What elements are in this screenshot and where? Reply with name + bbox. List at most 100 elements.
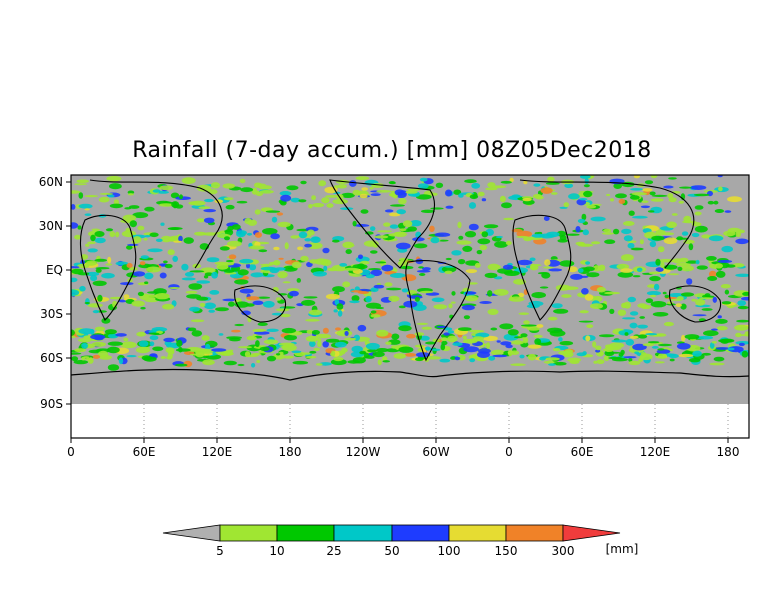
rainfall-cell: [77, 225, 82, 230]
rainfall-cell: [738, 342, 745, 347]
rainfall-cell: [384, 282, 393, 287]
rainfall-cell: [583, 184, 590, 188]
rainfall-cell: [683, 215, 692, 223]
rainfall-cell: [697, 335, 714, 340]
rainfall-cell: [445, 189, 453, 197]
rainfall-cell: [458, 193, 464, 198]
rainfall-cell: [375, 261, 387, 264]
rainfall-cell: [553, 361, 567, 366]
rainfall-cell: [224, 236, 230, 241]
lat-label-60n: 60N: [39, 175, 63, 189]
lat-tick-marks: [66, 181, 71, 405]
rainfall-cell: [292, 360, 309, 365]
rainfall-cell: [640, 205, 651, 209]
rainfall-cell: [196, 184, 212, 192]
rainfall-cell: [365, 295, 372, 303]
rainfall-cell: [106, 175, 122, 182]
rainfall-cell: [430, 236, 440, 244]
rainfall-cell: [144, 272, 154, 280]
rainfall-cell: [618, 352, 624, 357]
rainfall-cell: [97, 294, 103, 302]
rainfall-cell: [675, 237, 689, 240]
rainfall-cell: [393, 353, 406, 359]
rainfall-cell: [225, 204, 235, 210]
rainfall-cell: [453, 189, 462, 195]
rainfall-cell: [308, 309, 322, 316]
rainfall-cell: [314, 258, 329, 265]
rainfall-cell: [648, 271, 661, 275]
rainfall-cell: [160, 235, 172, 243]
rainfall-cell: [325, 338, 340, 343]
rainfall-cell: [98, 196, 110, 203]
rainfall-cell: [584, 294, 594, 301]
rainfall-cell: [289, 290, 299, 297]
rainfall-cell: [284, 334, 297, 341]
rainfall-cell: [681, 334, 686, 342]
rainfall-cell: [209, 290, 220, 295]
rainfall-cell: [385, 341, 392, 345]
rainfall-cell: [259, 190, 274, 194]
rainfall-cell: [154, 293, 170, 300]
rainfall-cell: [373, 284, 385, 289]
rainfall-cell: [715, 318, 728, 324]
rainfall-cell: [487, 290, 493, 297]
rainfall-cell: [477, 351, 490, 358]
rainfall-cell: [701, 234, 711, 239]
rainfall-cell: [465, 269, 478, 274]
lon-label-0-repeat: 0: [505, 445, 513, 459]
rainfall-cell: [290, 197, 301, 203]
rainfall-cell: [622, 317, 636, 320]
rainfall-cell: [352, 357, 366, 364]
rainfall-cell: [300, 255, 309, 262]
rainfall-cell: [415, 194, 432, 200]
continent-outlines: [79, 179, 722, 362]
rainfall-cell: [132, 236, 142, 244]
rainfall-cell: [652, 312, 669, 317]
rainfall-cell: [663, 321, 674, 327]
rainfall-cell: [99, 192, 114, 195]
rainfall-cell: [487, 308, 499, 315]
rainfall-cell: [183, 237, 194, 244]
rainfall-cell: [286, 185, 299, 191]
rainfall-cell: [623, 235, 633, 242]
rainfall-cell: [420, 335, 430, 341]
rainfall-cell: [152, 189, 161, 193]
rainfall-cell: [312, 203, 325, 208]
rainfall-cell: [539, 356, 546, 361]
rainfall-cell: [317, 340, 322, 348]
rainfall-cell: [646, 291, 662, 296]
rainfall-cell: [706, 256, 717, 261]
lat-label-30s: 30S: [40, 307, 63, 321]
rainfall-cell: [715, 270, 726, 278]
rainfall-cell: [631, 192, 647, 196]
rainfall-cell: [738, 334, 749, 337]
rainfall-cell: [276, 353, 281, 356]
lon-label-180: 180: [279, 445, 302, 459]
rainfall-cell: [341, 347, 348, 353]
rainfall-cell: [307, 242, 323, 250]
rainfall-cell: [135, 346, 151, 354]
rainfall-cell: [412, 237, 425, 242]
rainfall-cell: [118, 299, 127, 303]
rainfall-cell: [223, 360, 237, 366]
rainfall-cell: [513, 278, 526, 285]
rainfall-cell: [388, 181, 396, 184]
rainfall-cell: [241, 310, 251, 316]
rainfall-cell: [511, 194, 521, 199]
rainfall-cell: [637, 324, 648, 329]
rainfall-cell: [266, 355, 277, 362]
rainfall-cell: [580, 275, 589, 278]
rainfall-cell: [548, 363, 556, 366]
rainfall-cell: [321, 197, 330, 204]
rainfall-cell: [376, 329, 389, 337]
rainfall-cell: [491, 349, 506, 356]
rainfall-cell: [251, 187, 258, 195]
rainfall-cell: [647, 210, 655, 213]
rainfall-cell: [143, 356, 157, 362]
rainfall-cell: [92, 280, 107, 286]
rainfall-cell: [721, 301, 732, 305]
rainfall-cell: [196, 296, 209, 301]
rainfall-cell: [254, 209, 261, 215]
rainfall-cell: [435, 182, 444, 188]
rainfall-cell: [84, 213, 92, 216]
